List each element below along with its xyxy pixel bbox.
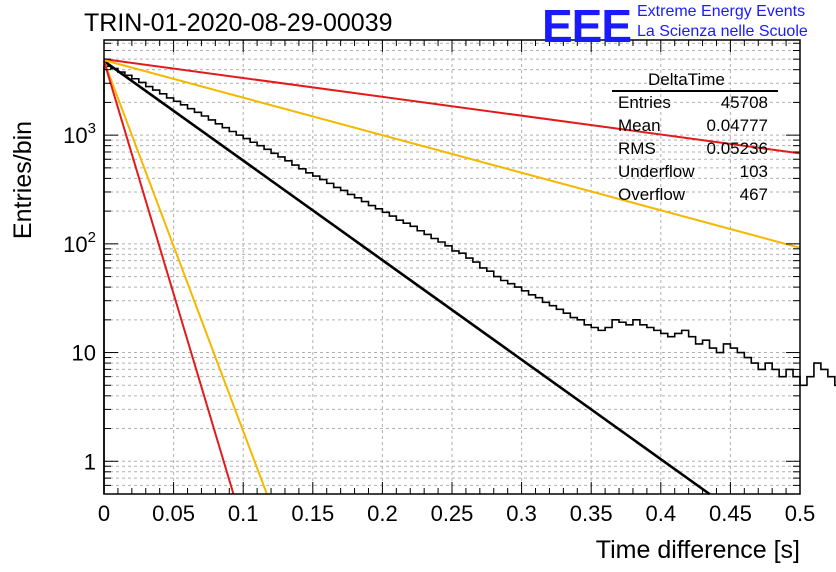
fit-curve-5	[103, 60, 235, 495]
eee-logo: EEE	[542, 0, 632, 52]
histogram-steps	[103, 65, 836, 494]
stat-value: 45708	[720, 93, 768, 112]
stats-title: DeltaTime	[648, 70, 725, 89]
y-tick-label: 1	[84, 449, 96, 474]
stat-value: 103	[739, 162, 768, 181]
stat-value: 0.05236	[706, 139, 768, 158]
y-tick-exponent: 2	[88, 229, 96, 246]
histogram-series	[103, 65, 836, 494]
chart-title: TRIN-01-2020-08-29-00039	[84, 9, 393, 37]
x-tick-labels: 0 0.05 0.1 0.15 0.2 0.25 0.3 0.35 0.4 0.45 0.5	[98, 501, 815, 526]
axis-ticks	[103, 40, 801, 495]
fit-curve-3	[103, 59, 801, 249]
x-tick-label: 0.2	[367, 501, 398, 526]
stat-label: RMS	[618, 139, 656, 158]
y-tick-labels: 1 10 102 103	[63, 120, 96, 474]
x-tick-label: 0	[98, 501, 110, 526]
x-tick-label: 0.5	[785, 501, 816, 526]
y-tick-label: 102	[63, 229, 96, 257]
fit-curves	[103, 58, 801, 496]
stat-label: Mean	[618, 116, 661, 135]
x-tick-label: 0.05	[152, 501, 195, 526]
stat-value: 467	[739, 185, 768, 204]
fit-curve-2	[103, 58, 801, 155]
stat-row-overflow: Overflow 467	[618, 185, 768, 207]
y-axis-label: Entries/bin	[9, 121, 37, 239]
stat-row-underflow: Underflow 103	[618, 162, 768, 184]
x-tick-label: 0.4	[646, 501, 677, 526]
x-tick-label: 0.25	[431, 501, 474, 526]
stat-label: Underflow	[618, 162, 695, 181]
logo-tagline-2: La Scienza nelle Scuole	[637, 23, 808, 40]
stat-value: 0.04777	[706, 116, 768, 135]
x-tick-label: 0.35	[570, 501, 613, 526]
stat-row-mean: Mean 0.04777	[618, 116, 768, 138]
stat-row-entries: Entries 45708	[618, 93, 768, 115]
stats-divider	[612, 90, 778, 92]
x-axis-label: Time difference [s]	[596, 536, 800, 564]
fit-curve-1	[103, 60, 711, 496]
logo-tagline-1: Extreme Energy Events	[637, 3, 806, 20]
y-tick-label: 103	[63, 120, 96, 148]
stat-row-rms: RMS 0.05236	[618, 139, 768, 161]
x-tick-label: 0.3	[506, 501, 537, 526]
stat-label: Entries	[618, 93, 671, 112]
x-tick-label: 0.45	[709, 501, 752, 526]
fit-curve-4	[103, 60, 268, 495]
x-tick-label: 0.1	[228, 501, 259, 526]
y-tick-label: 10	[72, 341, 96, 366]
stat-label: Overflow	[618, 185, 686, 204]
y-tick-exponent: 3	[88, 120, 96, 137]
x-tick-label: 0.15	[291, 501, 334, 526]
